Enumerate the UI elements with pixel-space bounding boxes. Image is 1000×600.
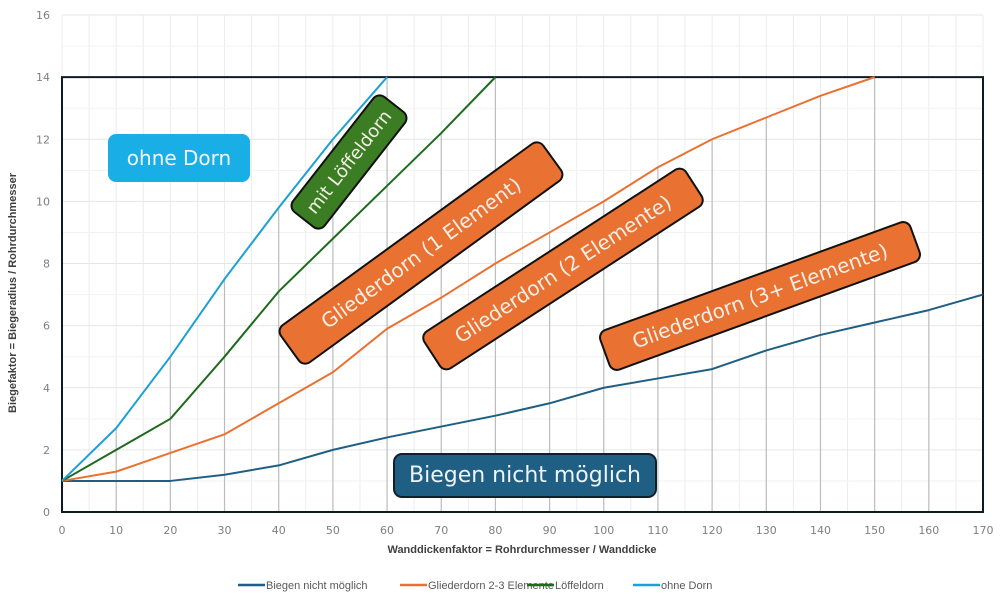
y-tick-label: 16 [36, 9, 50, 22]
x-tick-label: 140 [810, 524, 831, 537]
series-line [62, 293, 984, 482]
x-axis-ticks: 0 10 20 30 40 50 60 70 80 90 100 110 120 130 140 150 160… [59, 524, 994, 537]
x-tick-label: 90 [543, 524, 557, 537]
x-tick-label: 30 [218, 524, 232, 537]
series-line [61, 76, 497, 482]
x-tick-label: 50 [326, 524, 340, 537]
x-tick-label: 80 [488, 524, 502, 537]
series-line [61, 76, 875, 482]
x-tick-label: 10 [109, 524, 123, 537]
y-tick-label: 8 [43, 258, 50, 271]
x-tick-label: 100 [593, 524, 614, 537]
y-axis-title: Biegefaktor = Biegeradius / Rohrdurchmes… [7, 172, 19, 413]
series-line [61, 76, 388, 482]
x-tick-label: 70 [434, 524, 448, 537]
x-tick-label: 160 [918, 524, 939, 537]
x-tick-label: 0 [59, 524, 66, 537]
y-tick-label: 14 [36, 71, 50, 84]
x-tick-label: 40 [272, 524, 286, 537]
x-tick-label: 120 [702, 524, 723, 537]
x-tick-label: 60 [380, 524, 394, 537]
y-tick-label: 2 [43, 444, 50, 457]
y-tick-label: 10 [36, 195, 50, 208]
x-axis-title: Wanddickenfaktor = Rohrdurchmesser / Wan… [387, 544, 656, 556]
series-lines [61, 76, 984, 482]
x-tick-label: 130 [756, 524, 777, 537]
x-tick-label: 110 [647, 524, 668, 537]
y-tick-label: 6 [43, 320, 50, 333]
x-tick-label: 150 [864, 524, 885, 537]
y-axis-ticks: 0 2 4 6 8 10 12 14 16 [36, 9, 50, 519]
x-tick-label: 20 [163, 524, 177, 537]
legend-item: ohne Dorn [661, 580, 712, 592]
legend: Biegen nicht möglich Gliederdorn 2-3 Elem… [238, 580, 712, 592]
annotation-biegen-nicht-moeglich: Biegen nicht möglich [393, 453, 657, 498]
annotation-ohne-dorn: ohne Dorn [108, 134, 250, 182]
x-tick-label: 170 [973, 524, 994, 537]
legend-item: Biegen nicht möglich [266, 580, 368, 592]
y-tick-label: 4 [43, 382, 50, 395]
legend-item: Gliederdorn 2-3 Elemente [428, 580, 554, 592]
legend-item: Löffeldorn [555, 580, 604, 592]
y-tick-label: 0 [43, 506, 50, 519]
y-tick-label: 12 [36, 133, 50, 146]
